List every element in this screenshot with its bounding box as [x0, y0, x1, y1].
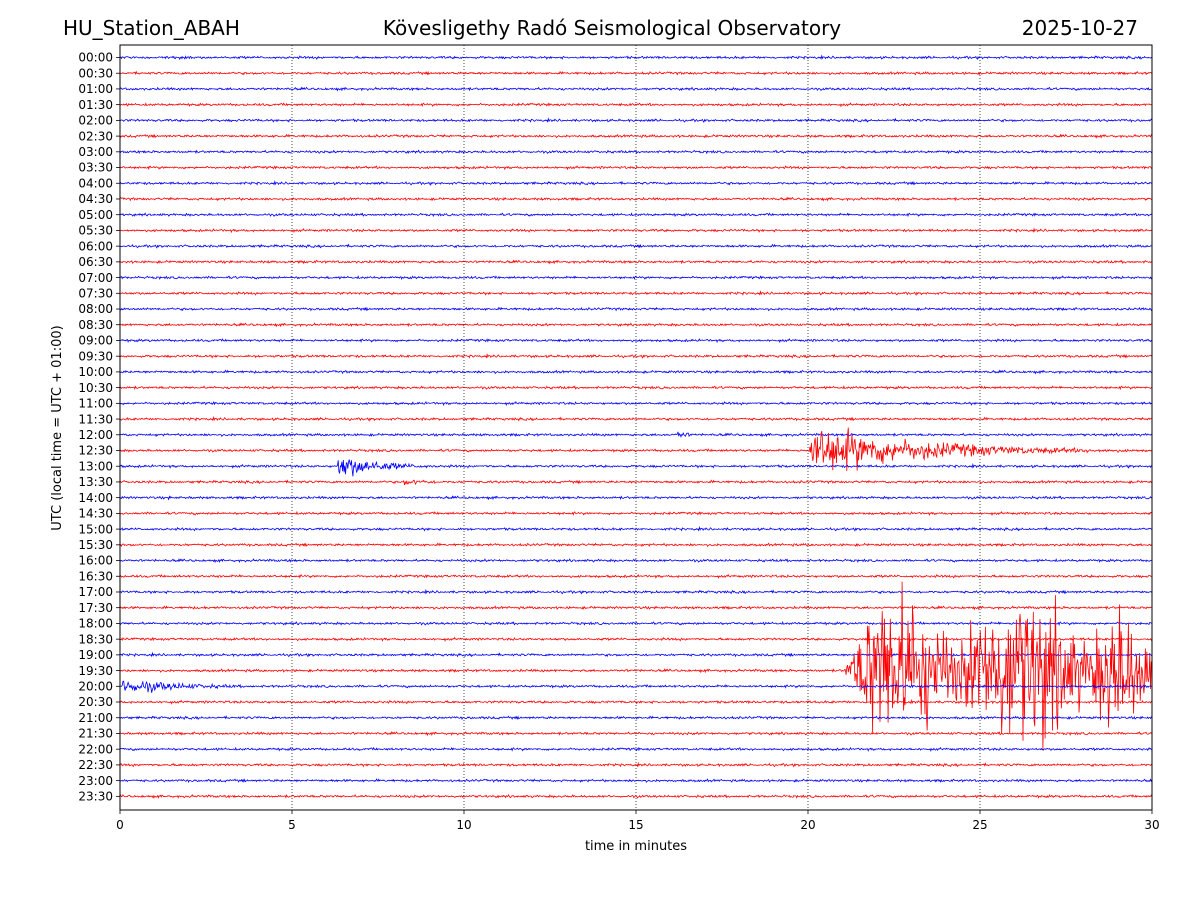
trace-1130: [120, 415, 1152, 422]
x-tick-label: 15: [628, 818, 643, 832]
y-tick-label: 00:30: [78, 66, 113, 80]
chart-date: 2025-10-27: [1022, 16, 1138, 40]
x-tick-label: 20: [800, 818, 815, 832]
trace-2000: [120, 680, 1152, 693]
y-tick-label: 13:30: [78, 475, 113, 489]
y-tick-label: 17:00: [78, 585, 113, 599]
y-tick-label: 16:00: [78, 554, 113, 568]
y-tick-label: 18:30: [78, 632, 113, 646]
y-tick-label: 01:00: [78, 82, 113, 96]
y-tick-label: 11:00: [78, 397, 113, 411]
y-tick-label: 09:00: [78, 334, 113, 348]
trace-0500: [120, 212, 1152, 218]
grid-layer: [291, 45, 981, 810]
y-axis-label: UTC (local time = UTC + 01:00): [50, 325, 65, 530]
trace-0930: [120, 352, 1152, 359]
y-tick-label: 21:00: [78, 711, 113, 725]
trace-2200: [120, 746, 1152, 752]
y-tick-label: 12:00: [78, 428, 113, 442]
y-tick-label: 02:00: [78, 114, 113, 128]
x-tick-label: 25: [972, 818, 987, 832]
y-tick-label: 14:00: [78, 491, 113, 505]
x-axis-label: time in minutes: [585, 839, 687, 854]
y-tick-label: 04:00: [78, 176, 113, 190]
y-tick-label: 06:30: [78, 255, 113, 269]
trace-1100: [120, 400, 1152, 407]
x-tick-label: 5: [288, 818, 296, 832]
y-tick-label: 18:00: [78, 617, 113, 631]
y-tick-label: 00:00: [78, 51, 113, 65]
y-tick-label: 23:30: [78, 790, 113, 804]
trace-1600: [120, 558, 1152, 564]
y-tick-label: 13:00: [78, 459, 113, 473]
y-tick-label: 10:30: [78, 381, 113, 395]
y-tick-label: 04:30: [78, 192, 113, 206]
trace-1000: [120, 369, 1152, 375]
y-tick-label: 08:00: [78, 302, 113, 316]
trace-1400: [120, 495, 1152, 501]
y-tick-label: 08:30: [78, 318, 113, 332]
y-tick-label: 01:30: [78, 98, 113, 112]
station-name: HU_Station_ABAH: [63, 16, 240, 40]
x-tick-label: 0: [116, 818, 124, 832]
trace-0530: [120, 227, 1152, 234]
y-tick-label: 09:30: [78, 349, 113, 363]
y-tick-label: 05:30: [78, 224, 113, 238]
y-tick-label: 21:30: [78, 727, 113, 741]
trace-1200: [120, 431, 1152, 439]
y-tick-label: 07:30: [78, 287, 113, 301]
y-tick-label: 15:30: [78, 538, 113, 552]
y-tick-label: 11:30: [78, 412, 113, 426]
trace-1800: [120, 620, 1152, 626]
y-tick-label: 20:30: [78, 695, 113, 709]
y-tick-label: 22:00: [78, 742, 113, 756]
y-tick-label: 02:30: [78, 129, 113, 143]
y-tick-label: 20:00: [78, 680, 113, 694]
trace-1500: [120, 525, 1152, 532]
y-tick-label: 12:30: [78, 444, 113, 458]
y-tick-label: 16:30: [78, 569, 113, 583]
y-tick-label: 19:00: [78, 648, 113, 662]
trace-2230: [120, 761, 1152, 768]
y-tick-label: 15:00: [78, 522, 113, 536]
plot-frame: [119, 44, 1153, 811]
y-tick-label: 06:00: [78, 239, 113, 253]
x-tick-label: 30: [1144, 818, 1159, 832]
trace-0030: [120, 70, 1152, 76]
y-tick-label: 17:30: [78, 601, 113, 615]
x-tick-label: 10: [456, 818, 471, 832]
y-tick-label: 14:30: [78, 507, 113, 521]
x-axis-ticks: 0 5 10 15 20 25 30: [116, 810, 1160, 832]
y-tick-label: 07:00: [78, 271, 113, 285]
trace-0100: [120, 86, 1152, 92]
trace-1330: [120, 479, 1152, 486]
trace-0900: [120, 338, 1152, 344]
y-tick-label: 22:30: [78, 758, 113, 772]
observatory-title: Kövesligethy Radó Seismological Observat…: [383, 16, 841, 40]
y-tick-label: 10:00: [78, 365, 113, 379]
y-tick-label: 03:00: [78, 145, 113, 159]
y-tick-label: 19:30: [78, 664, 113, 678]
y-tick-label: 05:00: [78, 208, 113, 222]
y-tick-label: 23:00: [78, 774, 113, 788]
y-tick-label: 03:30: [78, 161, 113, 175]
